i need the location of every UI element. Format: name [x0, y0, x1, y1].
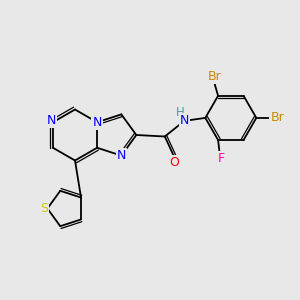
Text: N: N — [92, 116, 102, 129]
Text: O: O — [169, 155, 179, 169]
Text: N: N — [47, 114, 56, 127]
Text: S: S — [40, 202, 48, 215]
Text: Br: Br — [270, 111, 284, 124]
Text: Br: Br — [208, 70, 221, 83]
Text: H: H — [176, 106, 185, 119]
Text: N: N — [117, 149, 126, 162]
Text: F: F — [218, 152, 225, 165]
Text: N: N — [180, 114, 189, 128]
